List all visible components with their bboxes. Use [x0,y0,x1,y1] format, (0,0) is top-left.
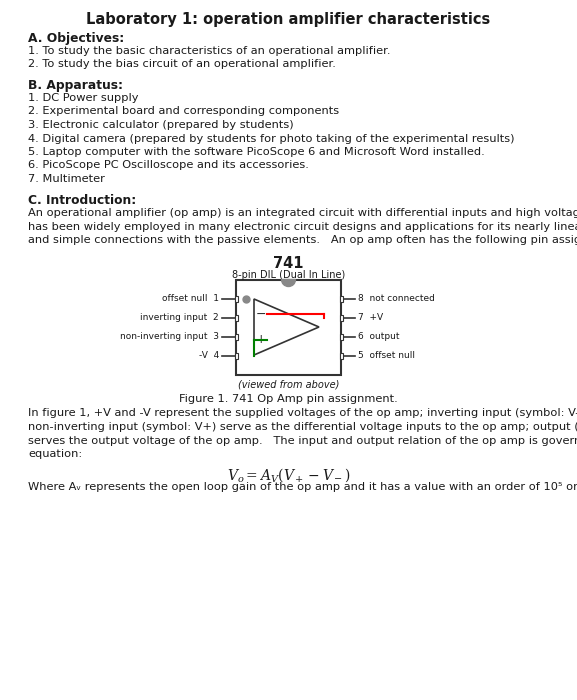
Bar [234,314,238,321]
Text: +: + [256,333,267,346]
Text: inverting input  2: inverting input 2 [140,313,219,322]
Text: non-inverting input (symbol: V+) serve as the differential voltage inputs to the: non-inverting input (symbol: V+) serve a… [28,422,577,432]
Text: non-inverting input  3: non-inverting input 3 [120,332,219,341]
Bar [339,333,343,340]
Text: 1. DC Power supply: 1. DC Power supply [28,93,138,103]
Text: (viewed from above): (viewed from above) [238,379,339,389]
Text: offset null  1: offset null 1 [162,294,219,303]
Text: C. Introduction:: C. Introduction: [28,195,136,207]
Text: B. Apparatus:: B. Apparatus: [28,80,123,92]
Text: Laboratory 1: operation amplifier characteristics: Laboratory 1: operation amplifier charac… [87,12,490,27]
Bar [339,295,343,302]
Text: 5. Laptop computer with the software PicoScope 6 and Microsoft Word installed.: 5. Laptop computer with the software Pic… [28,147,485,157]
Wedge shape [282,279,295,286]
Text: 5  offset null: 5 offset null [358,351,415,360]
Text: 1. To study the basic characteristics of an operational amplifier.: 1. To study the basic characteristics of… [28,46,391,55]
Text: and simple connections with the passive elements.   An op amp often has the foll: and simple connections with the passive … [28,235,577,245]
Text: −: − [256,308,266,321]
Text: has been widely employed in many electronic circuit designs and applications for: has been widely employed in many electro… [28,221,577,232]
Polygon shape [254,299,319,355]
Text: An operational amplifier (op amp) is an integrated circuit with differential inp: An operational amplifier (op amp) is an … [28,208,577,218]
Text: A. Objectives:: A. Objectives: [28,32,124,45]
Bar [234,333,238,340]
Bar [339,353,343,358]
Text: In figure 1, +V and -V represent the supplied voltages of the op amp; inverting : In figure 1, +V and -V represent the sup… [28,409,577,419]
Text: 7. Multimeter: 7. Multimeter [28,174,105,184]
Bar [236,279,341,374]
Text: -V  4: -V 4 [198,351,219,360]
Text: 2. Experimental board and corresponding components: 2. Experimental board and corresponding … [28,106,339,116]
Text: 2. To study the bias circuit of an operational amplifier.: 2. To study the bias circuit of an opera… [28,59,336,69]
Text: equation:: equation: [28,449,83,459]
Text: Where Aᵥ represents the open loop gain of the op amp and it has a value with an : Where Aᵥ represents the open loop gain o… [28,482,577,493]
Bar [339,314,343,321]
Bar [234,295,238,302]
Text: 4. Digital camera (prepared by students for photo taking of the experimental res: 4. Digital camera (prepared by students … [28,134,515,143]
Text: 741: 741 [273,256,304,272]
Text: Figure 1. 741 Op Amp pin assignment.: Figure 1. 741 Op Amp pin assignment. [179,393,398,403]
Text: 7  +V: 7 +V [358,313,383,322]
Text: $V_o = A_V(V_+ - V_-)$: $V_o = A_V(V_+ - V_-)$ [227,466,350,484]
Text: serves the output voltage of the op amp.   The input and output relation of the : serves the output voltage of the op amp.… [28,435,577,445]
Bar [234,353,238,358]
Text: 6  output: 6 output [358,332,399,341]
Text: 6. PicoScope PC Oscilloscope and its accessories.: 6. PicoScope PC Oscilloscope and its acc… [28,160,309,171]
Text: 3. Electronic calculator (prepared by students): 3. Electronic calculator (prepared by st… [28,120,294,130]
Text: 8-pin DIL (Dual In Line): 8-pin DIL (Dual In Line) [232,270,345,279]
Text: 8  not connected: 8 not connected [358,294,435,303]
